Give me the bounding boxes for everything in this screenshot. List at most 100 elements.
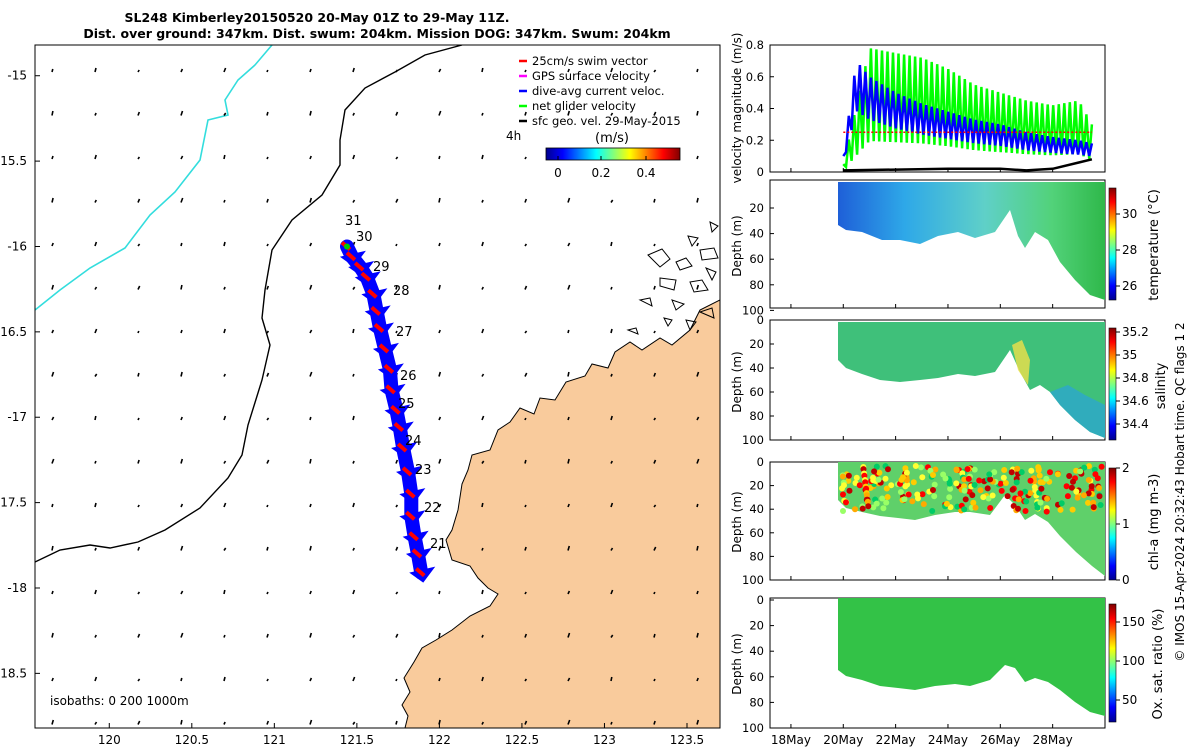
velocity-arrow xyxy=(481,199,484,203)
panel-ytick-label: 40 xyxy=(749,361,764,375)
chla-dot xyxy=(1023,498,1030,505)
velocity-arrow xyxy=(696,68,699,73)
velocity-arrow xyxy=(51,68,54,73)
velocity-arrow xyxy=(51,155,54,160)
chla-dot xyxy=(1037,479,1044,486)
panel-ytick-label: 40 xyxy=(749,502,764,516)
map-ytick-label: -17.5 xyxy=(0,496,27,510)
velocity-arrow xyxy=(481,460,485,464)
velocity-arrow xyxy=(481,676,484,682)
velocity-arrow xyxy=(352,721,356,725)
velocity-arrow xyxy=(438,68,442,73)
map-xtick-label: 121 xyxy=(263,733,286,747)
velocity-arrow xyxy=(51,719,55,725)
oxygen-cblabel: Ox. sat. ratio (%) xyxy=(1151,609,1166,720)
velocity-arrow xyxy=(309,155,312,160)
velocity-arrow xyxy=(309,68,312,73)
chla-dot xyxy=(862,479,869,486)
velocity-arrow xyxy=(137,459,140,464)
chla-dot xyxy=(1096,493,1103,500)
velocity-arrow xyxy=(309,197,313,203)
chla-ylabel: Depth (m) xyxy=(730,491,744,552)
cb-tick-label: 30 xyxy=(1122,207,1137,221)
temperature-cblabel: temperature (°C) xyxy=(1147,189,1162,301)
velocity-arrow xyxy=(352,547,356,551)
chla-dot xyxy=(880,505,887,512)
velocity-arrow xyxy=(524,678,528,682)
map-xtick-label: 123 xyxy=(593,733,616,747)
chla-dot xyxy=(1097,502,1104,508)
velocity-arrow xyxy=(309,719,313,725)
chla-scatter xyxy=(839,463,1105,515)
swim-vector xyxy=(401,466,413,477)
velocity-arrow xyxy=(395,243,398,247)
velocity-arrow xyxy=(180,416,183,421)
velocity-arrow xyxy=(223,67,227,73)
salinity-cblabel: salinity xyxy=(1154,362,1169,409)
chla-dot xyxy=(919,491,926,498)
chla-dot xyxy=(1077,468,1084,475)
chla-dot xyxy=(870,477,877,484)
chla-dot xyxy=(871,468,878,475)
velocity-arrow xyxy=(223,241,226,247)
velocity-arrow xyxy=(438,677,441,682)
chla-dot xyxy=(1081,464,1088,471)
velocity-arrow xyxy=(696,155,699,160)
map-ytick-label: -15.5 xyxy=(0,154,27,168)
chla-dot xyxy=(897,489,904,495)
chla-dot xyxy=(930,487,936,493)
start-marker xyxy=(343,243,350,250)
velocity-arrow xyxy=(696,197,699,203)
chla-dot xyxy=(977,487,984,494)
chla-dot xyxy=(843,499,849,506)
velocity-arrow xyxy=(266,504,269,508)
velocity-arrow xyxy=(524,591,527,595)
velocity-arrow xyxy=(567,284,571,290)
velocity-arrow xyxy=(223,460,227,464)
velocity-arrow xyxy=(266,417,270,421)
velocity-arrow xyxy=(352,676,356,682)
chla-dot xyxy=(930,472,936,478)
velocity-arrow xyxy=(51,590,54,595)
chla-dot xyxy=(864,498,871,505)
legend-label: dive-avg current veloc. xyxy=(532,84,665,98)
chla-dot xyxy=(932,466,939,473)
velocity-arrow xyxy=(524,633,528,638)
map-xtick-label: 123.5 xyxy=(670,733,704,747)
velocity-arrow xyxy=(51,545,54,551)
chla-dot xyxy=(856,482,863,489)
chla-dot xyxy=(953,466,960,473)
chla-dot xyxy=(976,477,983,484)
velocity-arrow xyxy=(481,547,484,551)
velocity-arrow xyxy=(696,590,699,595)
cb-tick-label: 0 xyxy=(1122,573,1130,587)
panel-ytick-label: 0.4 xyxy=(746,102,764,116)
chla-dot xyxy=(1085,490,1092,497)
velocity-arrow xyxy=(567,545,571,551)
swim-vector xyxy=(405,510,416,521)
figure-subtitle: Dist. over ground: 347km. Dist. swum: 20… xyxy=(83,26,670,41)
velocity-arrow xyxy=(266,591,269,595)
panel-ytick-label: 20 xyxy=(749,337,764,351)
velocity-arrow xyxy=(51,242,54,247)
chla-dot xyxy=(1086,463,1092,470)
velocity-arrow xyxy=(696,284,700,290)
chla-dot xyxy=(883,499,890,506)
chla-dot xyxy=(970,499,977,506)
velocity-arrow xyxy=(223,199,226,203)
map-axes xyxy=(34,44,721,729)
velocity-arrow xyxy=(653,546,657,551)
velocity-arrow xyxy=(567,458,570,464)
velocity-arrow xyxy=(438,284,441,290)
velocity-arrow xyxy=(438,242,441,247)
velocity-arrow xyxy=(223,589,226,595)
velocity-arrow xyxy=(653,633,656,638)
swim-vector xyxy=(383,363,395,374)
velocity-arrow xyxy=(438,503,442,508)
chla-dot xyxy=(1066,473,1073,479)
cb-tick-label: 2 xyxy=(1122,461,1130,475)
chla-dot xyxy=(1035,467,1042,474)
velocity-arrow xyxy=(567,632,571,638)
chla-dot xyxy=(953,480,960,487)
